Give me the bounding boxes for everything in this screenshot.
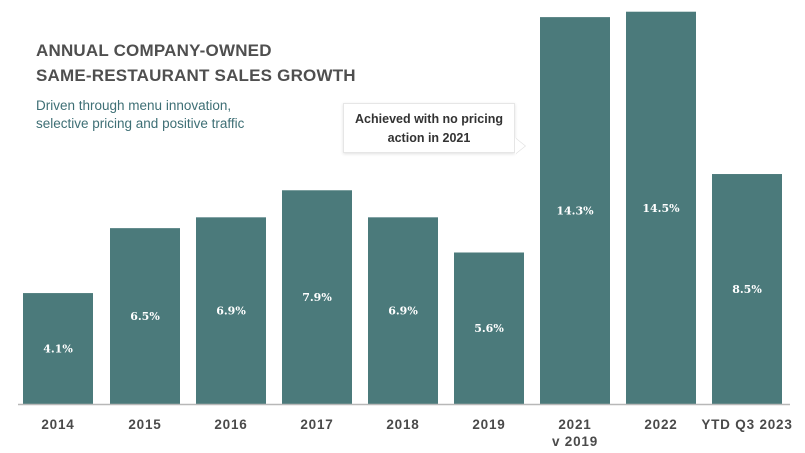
bar-7: [626, 11, 696, 405]
chart-subtitle-line-2: selective pricing and positive traffic: [36, 116, 245, 131]
bars-group: 4.1% 6.5% 6.9% 7.9% 6.9% 5.6% 14.3% 14.5% 8.5%: [23, 11, 782, 405]
bar-8: [712, 174, 782, 404]
x-tick-labels: 2014 2015 2016 2017 2018 2019 2021 v 2019 2022 YT…: [41, 417, 792, 449]
bar-6: [540, 17, 610, 405]
data-label-7: 14.5%: [642, 202, 680, 215]
x-tick-label-4: 2018: [386, 417, 419, 432]
bar-2: [196, 217, 266, 404]
data-label-4: 6.9%: [388, 305, 418, 318]
annotation-callout-line-1: Achieved with no pricing: [355, 112, 503, 126]
annotation-callout: Achieved with no pricing action in 2021: [343, 103, 515, 153]
bar-3: [282, 190, 352, 404]
x-tick-label-2: 2016: [214, 417, 247, 432]
bar-4: [368, 217, 438, 404]
chart-title-line-2: SAME-RESTAURANT SALES GROWTH: [36, 66, 356, 85]
x-tick-label-3: 2017: [300, 417, 333, 432]
chart-title-line-1: ANNUAL COMPANY-OWNED: [36, 41, 272, 60]
bar-5: [454, 252, 524, 404]
chart-subtitle-line-1: Driven through menu innovation,: [36, 98, 232, 113]
x-tick-label-6: 2021: [558, 417, 591, 432]
chart-title: ANNUAL COMPANY-OWNED SAME-RESTAURANT SAL…: [36, 38, 356, 88]
x-tick-label-7: 2022: [644, 417, 677, 432]
annotation-callout-line-2: action in 2021: [387, 131, 471, 145]
x-tick-label-5: 2019: [472, 417, 505, 432]
chart-subtitle: Driven through menu innovation, selectiv…: [36, 97, 244, 133]
data-label-1: 6.5%: [130, 310, 160, 323]
data-label-0: 4.1%: [43, 343, 73, 356]
x-tick-label-8: YTD Q3 2023: [701, 417, 792, 432]
x-tick-label-0: 2014: [41, 417, 74, 432]
data-label-2: 6.9%: [216, 305, 246, 318]
bar-0: [23, 293, 93, 404]
data-label-6: 14.3%: [556, 205, 594, 218]
data-label-3: 7.9%: [302, 291, 332, 304]
x-tick-label-6-line-2: v 2019: [552, 434, 598, 449]
x-tick-label-1: 2015: [128, 417, 161, 432]
annotation-callout-pointer: [515, 138, 525, 154]
data-label-8: 8.5%: [732, 283, 762, 296]
bar-1: [110, 228, 180, 404]
data-label-5: 5.6%: [474, 322, 504, 335]
